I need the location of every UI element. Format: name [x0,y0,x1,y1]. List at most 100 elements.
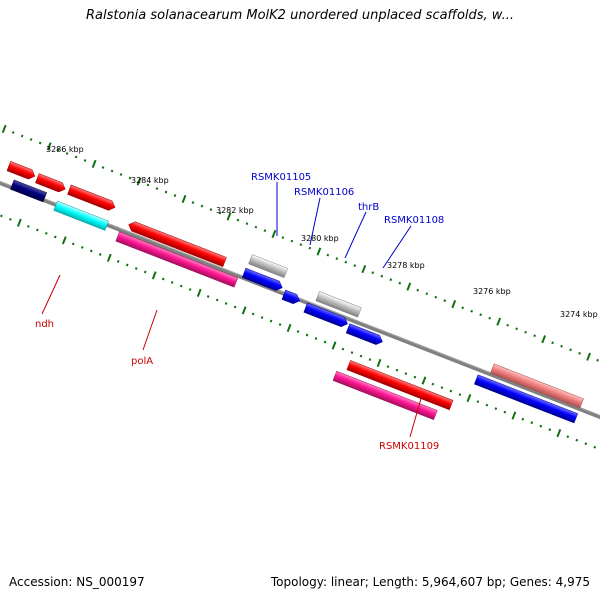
tick-mark [506,323,509,327]
tick-mark [353,264,357,268]
tick-mark [263,229,267,233]
tick-mark [541,335,547,344]
tick-mark [449,389,453,393]
tick-mark [551,341,554,345]
chromosome-track [0,124,600,449]
tick-mark [116,260,120,263]
tick-mark [323,340,327,344]
tick-mark [29,138,33,141]
gene-label-rsmk01109[interactable]: RSMK01109 [379,441,439,452]
tick-mark [331,341,337,350]
gene-pink-polA[interactable] [115,231,239,288]
scale-labels: 3286 kbp 3284 kbp 3282 kbp 3280 kbp 3278 kbp… [46,145,598,319]
tick-mark [20,134,24,138]
tick-mark [260,316,264,319]
tick-mark [241,306,247,315]
tick-mark [556,429,562,438]
gene-pink-rsmk01109[interactable] [332,370,438,421]
gene-label-ndh[interactable]: ndh [35,319,54,330]
tick-mark [89,249,93,253]
tick-mark [215,298,219,302]
tick-mark [128,176,132,180]
gene-cyan-ndh[interactable] [53,200,109,231]
tick-label: 3280 kbp [301,234,339,243]
tick-mark [170,281,174,284]
gene-blue-right[interactable] [474,374,579,424]
tick-mark [9,217,12,221]
tick-mark [53,235,57,239]
tick-mark [164,190,168,194]
tick-label: 3284 kbp [131,176,169,185]
tick-mark [305,333,309,337]
tick-mark [206,295,210,298]
gene-navy-left[interactable] [10,179,48,203]
tick-mark [200,204,204,208]
tick-mark [226,212,232,221]
tick-mark [161,277,165,281]
tick-mark [278,323,282,326]
tick-mark [251,312,255,316]
tick-mark [74,155,78,159]
gene-blue-rsmk01106[interactable] [281,289,301,305]
tick-label: 3274 kbp [560,310,598,319]
tick-row-upper [1,124,599,362]
tick-mark [16,218,22,227]
gene-label-thrB[interactable]: thrB [358,202,379,213]
tick-mark [406,282,412,291]
tick-mark [0,214,3,218]
tick-mark [466,393,472,403]
tick-mark [421,376,427,385]
tick-label: 3276 kbp [473,287,511,296]
tick-mark [596,358,599,362]
tick-mark [361,264,367,274]
gene-red-lower-edge[interactable] [6,161,37,180]
gene-label-polA[interactable]: polA [131,356,153,367]
tick-mark [179,284,183,288]
gene-label-rsmk01108[interactable]: RSMK01108 [384,215,444,226]
tick-mark [584,442,588,446]
gene-salmon-right[interactable] [490,363,584,409]
gene-red-upper-2[interactable] [67,184,117,212]
tick-mark [479,313,483,317]
tick-mark [470,309,474,313]
accession-text: Accession: NS_000197 [9,575,145,589]
tick-label: 3282 kbp [216,206,254,215]
tick-mark [218,211,222,215]
tick-mark [398,281,402,285]
gene-red-polA-partner[interactable] [127,220,227,268]
gene-gray-thrB[interactable] [315,291,362,318]
tick-mark [440,386,444,390]
tick-mark [335,257,339,261]
tick-mark [136,177,142,186]
tick-mark [61,236,67,245]
gene-gray-rsmk01105[interactable] [248,254,288,278]
tick-mark [65,152,69,155]
tick-mark [316,247,322,256]
gene-red-rsmk01109[interactable] [346,360,454,411]
label-leaders [41,182,423,438]
tick-mark [91,159,97,169]
tick-mark [485,403,489,407]
tick-mark [286,323,292,333]
gene-blue-rsmk01105[interactable] [241,267,284,292]
tick-mark [515,327,518,331]
tick-mark [119,173,123,176]
tick-mark [209,208,213,211]
tick-mark [269,319,273,323]
tick-mark [560,344,563,348]
gene-label-rsmk01105[interactable]: RSMK01105 [251,172,311,183]
gene-blue-rsmk01108[interactable] [345,323,384,347]
gene-red-upper-1[interactable] [35,173,67,194]
tick-mark [443,299,447,303]
tick-mark [38,141,42,145]
tick-mark [56,148,60,152]
tick-mark [389,278,393,282]
tick-mark [1,124,7,133]
map-title: Ralstonia solanacearum MolK2 unordered u… [85,8,514,23]
gene-blue-thrB[interactable] [303,302,350,329]
gene-label-rsmk01106[interactable]: RSMK01106 [294,187,354,198]
gene-labels: ndh polA RSMK01105 RSMK01106 thrB RSMK01… [35,172,444,452]
tick-mark [191,201,195,204]
tick-mark [533,334,536,338]
